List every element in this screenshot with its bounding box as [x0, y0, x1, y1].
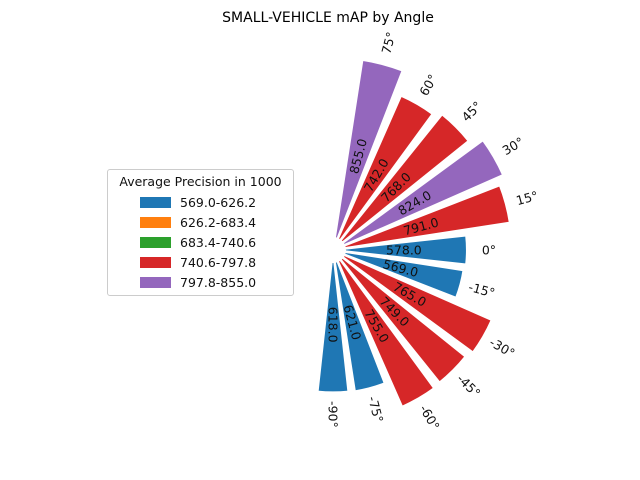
bar: [341, 138, 505, 247]
legend-item: 740.6-797.8: [114, 252, 287, 272]
bar: [336, 94, 434, 242]
legend-items: 569.0-626.2 626.2-683.4 683.4-740.6 740.6-7…: [114, 192, 287, 292]
angle-label: -15°: [467, 279, 497, 300]
angle-label: 15°: [514, 188, 539, 208]
bar: [339, 256, 467, 384]
angle-label: 45°: [458, 98, 484, 124]
angle-label: 30°: [500, 134, 527, 158]
angle-label: -75°: [365, 395, 386, 425]
bars-group: [316, 58, 511, 409]
legend-swatch: [140, 236, 171, 248]
bar: [333, 259, 387, 393]
legend-label: 569.0-626.2: [180, 194, 257, 210]
angle-label: -90°: [326, 401, 341, 428]
bar: [342, 184, 511, 250]
chart-title: SMALL-VEHICLE mAP by Angle: [222, 10, 434, 26]
legend-label: 797.8-855.0: [180, 274, 257, 290]
legend-label: 683.4-740.6: [180, 234, 257, 250]
angle-label: 75°: [378, 30, 398, 55]
legend-item: 626.2-683.4: [114, 212, 287, 232]
bar: [341, 253, 493, 354]
legend-swatch: [140, 196, 171, 208]
angle-label: -45°: [454, 371, 483, 400]
legend: Average Precision in 1000 569.0-626.2 626…: [107, 169, 294, 296]
bar: [316, 260, 350, 394]
legend-label: 740.6-797.8: [180, 254, 257, 270]
angle-label: -60°: [416, 402, 442, 433]
bar: [342, 250, 465, 300]
bar: [336, 258, 436, 409]
angle-label: -30°: [487, 335, 518, 361]
angle-label: 60°: [416, 72, 440, 99]
legend-title: Average Precision in 1000: [119, 174, 282, 189]
legend-swatch: [140, 276, 171, 288]
angle-label: 0°: [482, 243, 496, 258]
legend-item: 797.8-855.0: [114, 272, 287, 292]
bar-value-label: 618.0: [326, 307, 341, 343]
bar-value-label: 578.0: [386, 243, 422, 258]
bar: [343, 234, 468, 266]
legend-swatch: [140, 256, 171, 268]
bar: [339, 112, 471, 244]
legend-item: 569.0-626.2: [114, 192, 287, 212]
legend-item: 683.4-740.6: [114, 232, 287, 252]
bar: [333, 58, 404, 241]
legend-swatch: [140, 216, 171, 228]
legend-label: 626.2-683.4: [180, 214, 257, 230]
